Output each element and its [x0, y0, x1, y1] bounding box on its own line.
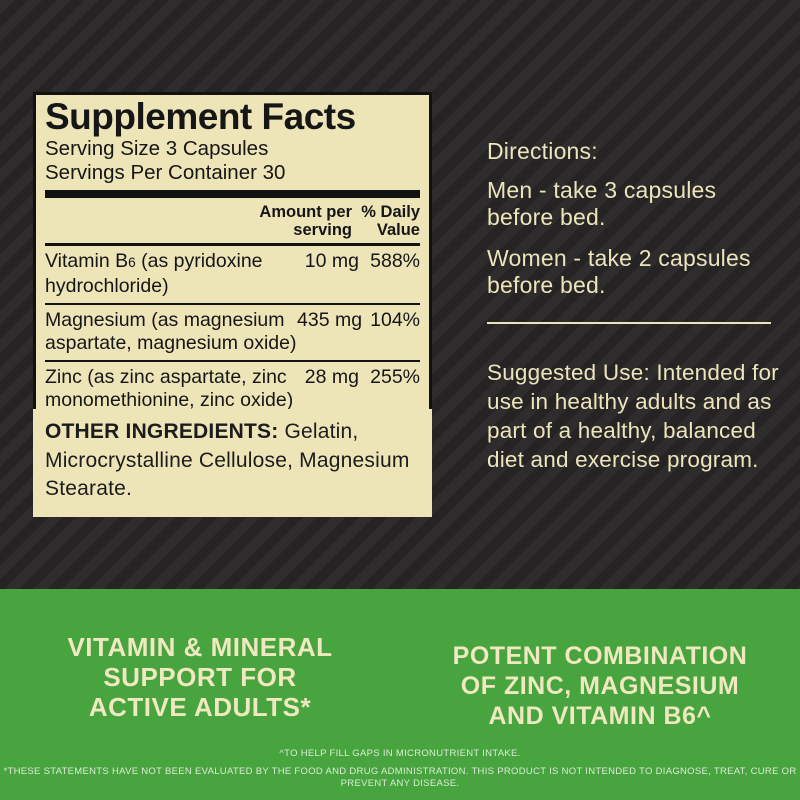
header-spacer — [45, 203, 247, 239]
nutrient-amount: 10 mg — [304, 250, 359, 272]
thick-divider-bar — [45, 190, 420, 198]
nutrient-name: Zinc (as zinc aspartate, zinc monomethio… — [45, 366, 294, 411]
footnote-micronutrient: ^TO HELP FILL GAPS IN MICRONUTRIENT INTA… — [279, 748, 521, 759]
nutrient-amount: 435 mg — [297, 309, 363, 331]
header-divider — [45, 243, 420, 246]
nutrient-daily-value: 255% — [370, 366, 420, 388]
headline-line: ACTIVE ADULTS* — [88, 692, 312, 722]
supplement-facts-panel: Supplement Facts Serving Size 3 Capsules… — [33, 92, 432, 439]
nutrient-daily-value: 588% — [370, 250, 420, 272]
headline-vitamin-mineral-support: VITAMIN & MINERAL SUPPORT FOR ACTIVE ADU… — [0, 632, 400, 731]
nutrient-name-prefix: Vitamin B — [45, 250, 129, 272]
directions-men: Men - take 3 capsules before bed. — [487, 177, 717, 230]
green-banner-section: VITAMIN & MINERAL SUPPORT FOR ACTIVE ADU… — [0, 589, 800, 800]
headline-line: AND VITAMIN B6^ — [488, 702, 712, 730]
suggested-use-text: Suggested Use: Intended for use in healt… — [487, 360, 779, 472]
directions-heading: Directions: — [487, 138, 598, 164]
other-ingredients-text: Gelatin, Microcrystalline Cellulose, Mag… — [45, 420, 410, 500]
nutrient-name: Vitamin B6 (as pyridoxine hydrochloride) — [45, 250, 297, 297]
nutrient-amount: 28 mg — [304, 366, 359, 388]
table-row-magnesium: Magnesium (as magnesium aspartate, magne… — [45, 305, 420, 360]
column-header-daily-value: % Daily Value — [361, 203, 420, 239]
other-ingredients-box: OTHER INGREDIENTS: Gelatin, Microcrystal… — [33, 409, 432, 517]
other-ingredients-label: OTHER INGREDIENTS: — [45, 420, 279, 443]
panel-title: Supplement Facts — [45, 96, 356, 137]
nutrient-daily-value: 104% — [370, 309, 420, 331]
green-headlines: VITAMIN & MINERAL SUPPORT FOR ACTIVE ADU… — [0, 589, 800, 731]
row-divider — [45, 303, 420, 305]
nutrient-name-suffix: (as pyridoxine hydrochloride) — [45, 250, 263, 297]
nutrient-name-subscript: 6 — [128, 255, 136, 270]
headline-line: VITAMIN & MINERAL — [67, 632, 333, 662]
directions-column: Directions: Men - take 3 capsules before… — [487, 138, 787, 474]
table-row-zinc: Zinc (as zinc aspartate, zinc monomethio… — [45, 362, 420, 417]
headline-line: SUPPORT FOR — [103, 662, 297, 692]
servings-per-container: Servings Per Container 30 — [45, 161, 286, 184]
footnote-fda-disclaimer: *THESE STATEMENTS HAVE NOT BEEN EVALUATE… — [3, 766, 797, 789]
table-row-vitamin-b6: Vitamin B6 (as pyridoxine hydrochloride)… — [45, 246, 420, 303]
table-header-row: Amount per serving % Daily Value — [45, 201, 420, 243]
directions-women: Women - take 2 capsules before bed. — [487, 245, 751, 298]
headline-line: POTENT COMBINATION — [452, 642, 748, 670]
headline-line: OF ZINC, MAGNESIUM — [460, 672, 740, 700]
nutrient-name: Magnesium (as magnesium aspartate, magne… — [45, 309, 297, 354]
footnotes: ^TO HELP FILL GAPS IN MICRONUTRIENT INTA… — [0, 748, 800, 790]
serving-size: Serving Size 3 Capsules — [45, 137, 269, 160]
directions-divider-line — [487, 322, 771, 324]
column-header-amount: Amount per serving — [259, 203, 352, 239]
row-divider — [45, 360, 420, 362]
headline-potent-combination: POTENT COMBINATION OF ZINC, MAGNESIUM AN… — [400, 641, 800, 731]
